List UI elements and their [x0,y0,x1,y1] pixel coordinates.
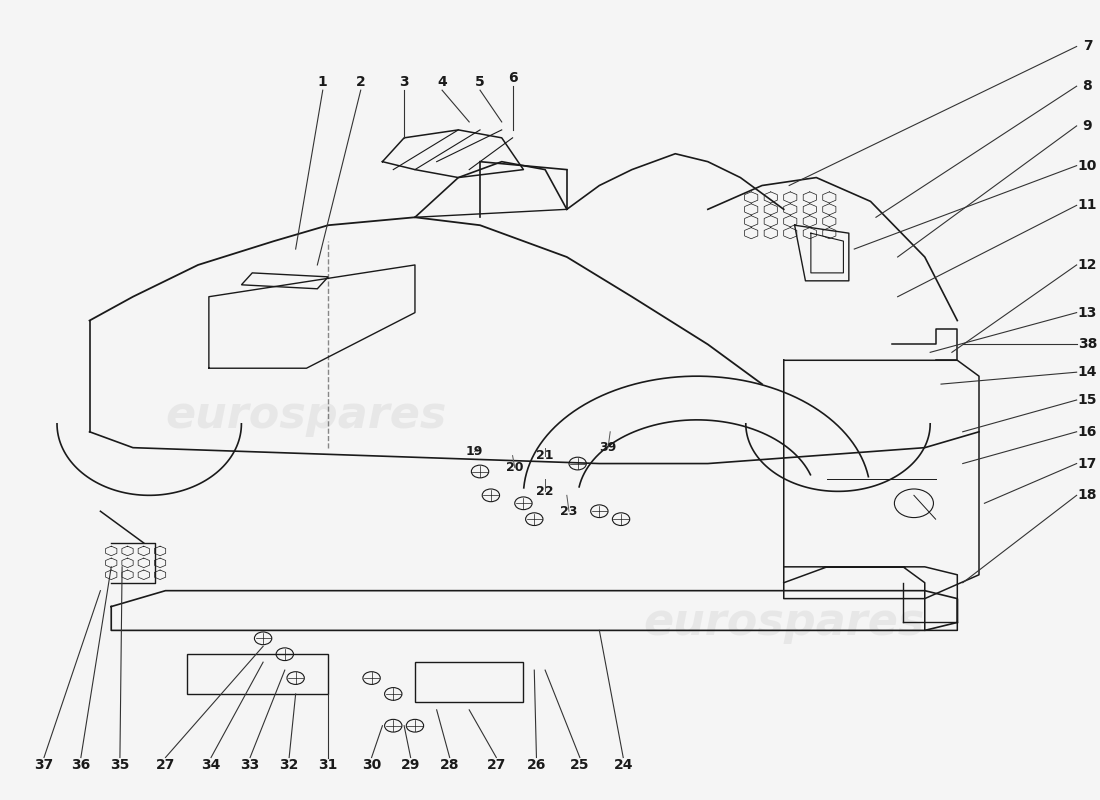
Text: 10: 10 [1078,158,1097,173]
Text: 1: 1 [318,75,328,90]
Text: 17: 17 [1078,457,1097,470]
Text: 13: 13 [1078,306,1097,320]
Text: 24: 24 [614,758,632,773]
Text: 32: 32 [279,758,299,773]
Text: 19: 19 [466,445,483,458]
Text: 16: 16 [1078,425,1097,438]
Text: 21: 21 [537,449,554,462]
Text: 28: 28 [440,758,460,773]
Text: 38: 38 [1078,338,1097,351]
Text: 22: 22 [537,485,554,498]
Text: 26: 26 [527,758,546,773]
Text: 4: 4 [437,75,447,90]
Text: 27: 27 [486,758,506,773]
Text: 33: 33 [241,758,260,773]
Text: 15: 15 [1078,393,1097,407]
Text: 36: 36 [72,758,90,773]
Text: 37: 37 [34,758,54,773]
Text: 27: 27 [156,758,175,773]
Text: eurospares: eurospares [644,601,924,644]
Text: 31: 31 [319,758,338,773]
Text: 11: 11 [1078,198,1097,212]
Text: 23: 23 [560,505,578,518]
Text: 25: 25 [570,758,590,773]
Text: 3: 3 [399,75,409,90]
Text: 9: 9 [1082,119,1092,133]
Text: eurospares: eurospares [166,394,448,438]
Text: 5: 5 [475,75,485,90]
Text: 14: 14 [1078,365,1097,379]
Text: 39: 39 [600,441,617,454]
Text: 34: 34 [201,758,221,773]
Text: 6: 6 [508,71,517,86]
Text: 18: 18 [1078,488,1097,502]
Text: 2: 2 [356,75,365,90]
Text: 20: 20 [506,461,524,474]
Text: 8: 8 [1082,79,1092,93]
Text: 7: 7 [1082,39,1092,54]
Text: 30: 30 [362,758,382,773]
Text: 35: 35 [110,758,130,773]
Text: 12: 12 [1078,258,1097,272]
Text: 29: 29 [400,758,420,773]
